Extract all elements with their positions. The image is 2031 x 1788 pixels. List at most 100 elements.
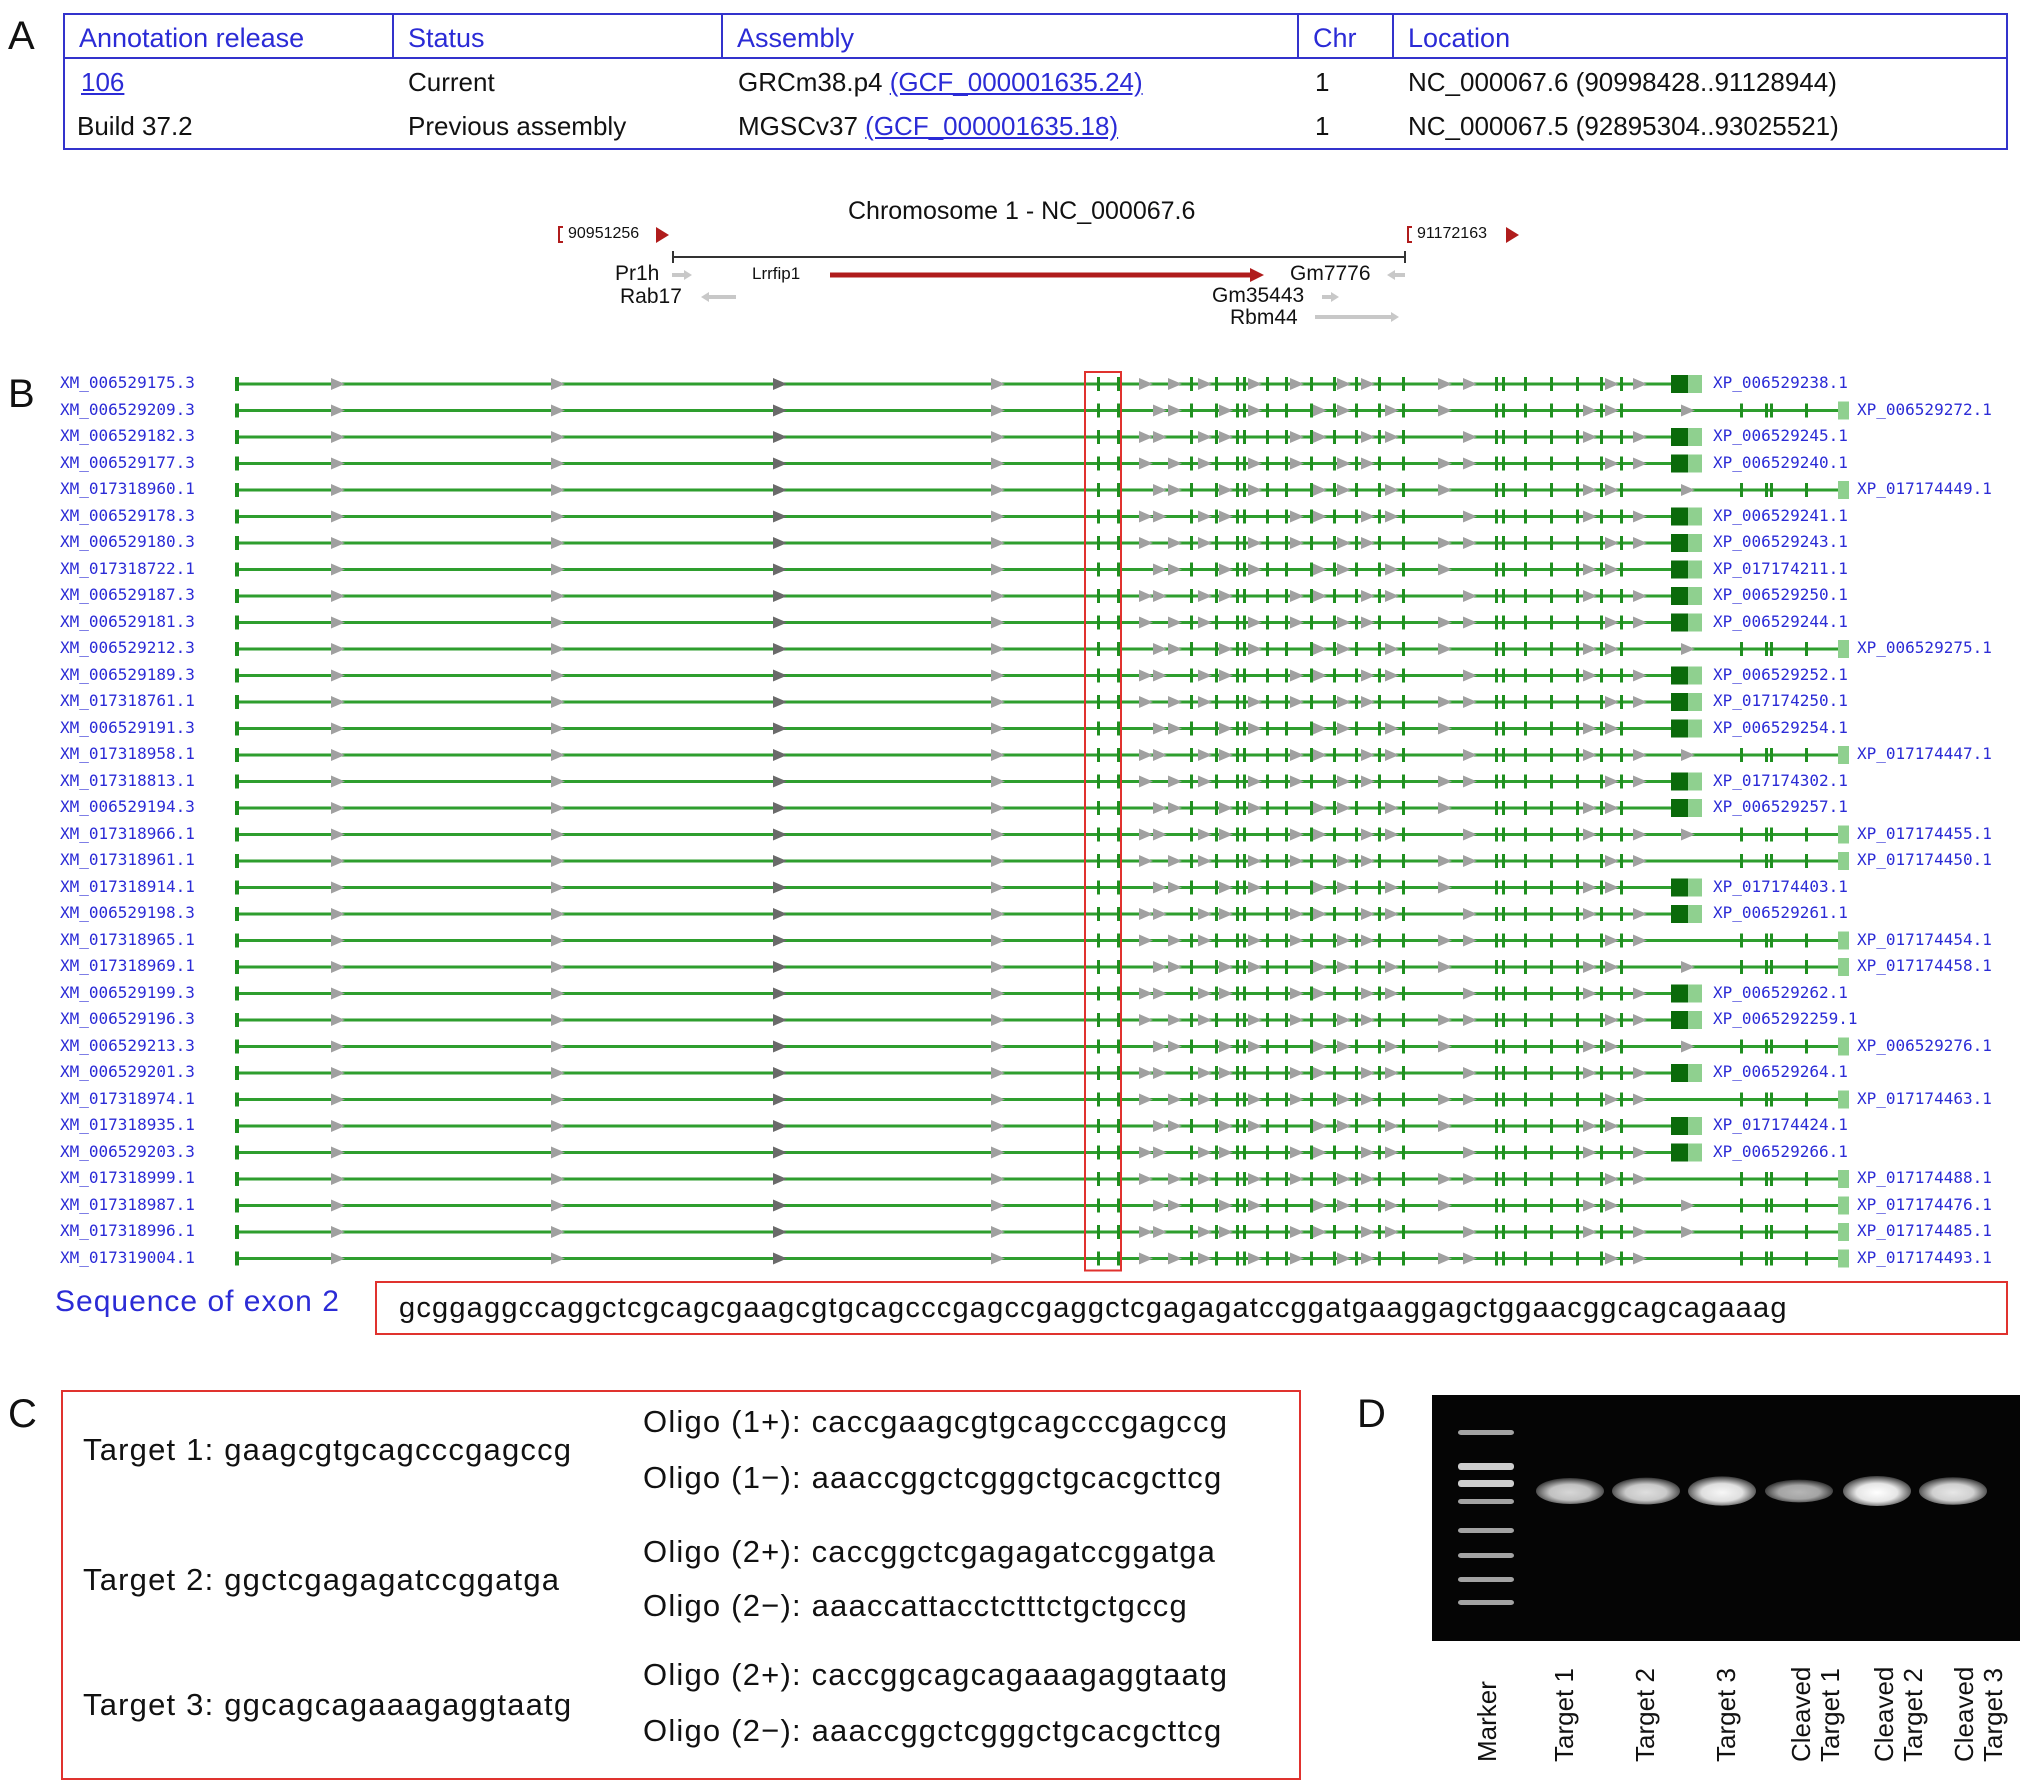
transcript-xp-label[interactable]: XP_017174449.1 xyxy=(1857,479,1992,498)
transcript-xp-label[interactable]: XP_006529245.1 xyxy=(1713,426,1848,445)
transcript-xp-label[interactable]: XP_006529241.1 xyxy=(1713,505,1848,525)
transcript-xp-label[interactable]: XP_017174250.1 xyxy=(1713,691,1848,710)
exon-3 xyxy=(1117,1039,1120,1054)
transcript-xm-label[interactable]: XM_017318969.1 xyxy=(60,956,195,975)
transcript-xm-label[interactable]: XM_017318761.1 xyxy=(60,691,195,710)
assembly-link[interactable]: (GCF_000001635.24) xyxy=(889,67,1143,97)
direction-arrow-icon xyxy=(1153,431,1167,443)
transcript-xp-label[interactable]: XP_006529261.1 xyxy=(1713,903,1848,922)
transcript-xm-label[interactable]: XM_017318914.1 xyxy=(60,876,195,896)
exon-2 xyxy=(1097,695,1100,709)
transcript-xm-label[interactable]: XM_006529189.3 xyxy=(60,664,195,684)
exon xyxy=(1576,668,1579,683)
transcript-xm-label[interactable]: XM_006529178.3 xyxy=(60,505,195,525)
transcript-xm-label[interactable]: XM_006529199.3 xyxy=(60,982,195,1002)
transcript-xp-label[interactable]: XP_006529266.1 xyxy=(1713,1141,1848,1161)
transcript-xp-label[interactable]: XP_017174493.1 xyxy=(1857,1247,1992,1267)
transcript-xp-label[interactable]: XP_017174450.1 xyxy=(1857,850,1992,869)
transcript-xp-label[interactable]: XP_006529272.1 xyxy=(1857,399,1992,419)
transcript-xp-label[interactable]: XP_017174403.1 xyxy=(1713,876,1848,896)
transcript-xm-label[interactable]: XM_006529187.3 xyxy=(60,585,195,604)
direction-arrow-icon xyxy=(773,1067,787,1079)
transcript-xp-label[interactable]: XP_006529254.1 xyxy=(1713,717,1848,737)
transcript-xp-label[interactable]: XP_017174447.1 xyxy=(1857,744,1992,763)
transcript-xm-label[interactable]: XM_006529180.3 xyxy=(60,532,195,551)
exon xyxy=(1266,1119,1269,1133)
transcript-xm-label[interactable]: XM_006529209.3 xyxy=(60,399,195,419)
transcript-xm-label[interactable]: XM_006529175.3 xyxy=(60,373,195,392)
exon xyxy=(1333,377,1336,391)
exon-1 xyxy=(235,1092,239,1107)
transcript-xm-label[interactable]: XM_006529177.3 xyxy=(60,452,195,472)
transcript-xm-label[interactable]: XM_006529181.3 xyxy=(60,611,195,631)
transcript-xp-label[interactable]: XP_006529262.1 xyxy=(1713,982,1848,1002)
transcript-xm-label[interactable]: XM_017318996.1 xyxy=(60,1221,195,1240)
transcript-xp-label[interactable]: XP_017174488.1 xyxy=(1857,1168,1992,1187)
transcript-xp-label[interactable]: XP_017174454.1 xyxy=(1857,929,1992,949)
release-link[interactable]: 106 xyxy=(81,67,125,97)
exon xyxy=(1402,1013,1405,1027)
transcript-xm-label[interactable]: XM_017318966.1 xyxy=(60,823,195,843)
cds-block xyxy=(1671,719,1688,738)
direction-arrow-icon xyxy=(1198,855,1212,867)
transcript-xp-label[interactable]: XP_006529252.1 xyxy=(1713,664,1848,684)
exon-2 xyxy=(1097,615,1100,630)
transcript-xp-label[interactable]: XP_006529240.1 xyxy=(1713,452,1848,472)
transcript-xp-label[interactable]: XP_006529244.1 xyxy=(1713,611,1848,631)
transcript-xp-label[interactable]: XP_017174455.1 xyxy=(1857,823,1992,843)
direction-arrow-icon xyxy=(331,855,345,867)
transcript-xm-label[interactable]: XM_017319004.1 xyxy=(60,1247,195,1267)
transcript-xm-label[interactable]: XM_017318965.1 xyxy=(60,929,195,949)
exon xyxy=(1495,377,1498,391)
transcript-xm-label[interactable]: XM_006529213.3 xyxy=(60,1035,195,1055)
transcript-xp-label[interactable]: XP_017174211.1 xyxy=(1713,558,1848,578)
transcript-xm-label[interactable]: XM_017318961.1 xyxy=(60,850,195,869)
transcript-xm-label[interactable]: XM_006529182.3 xyxy=(60,426,195,445)
exon xyxy=(1524,986,1527,1001)
transcript-xp-label[interactable]: XP_017174424.1 xyxy=(1713,1115,1848,1134)
transcript-xm-label[interactable]: XM_017318960.1 xyxy=(60,479,195,498)
transcript-xm-label[interactable]: XM_006529191.3 xyxy=(60,717,195,737)
transcript-xp-label[interactable]: XP_0065292259.1 xyxy=(1713,1009,1858,1028)
transcript-xp-label[interactable]: XP_017174458.1 xyxy=(1857,956,1992,975)
exon xyxy=(1550,1145,1553,1160)
transcript-xp-label[interactable]: XP_017174476.1 xyxy=(1857,1194,1992,1214)
transcript-xp-label[interactable]: XP_006529250.1 xyxy=(1713,585,1848,604)
transcript-xm-label[interactable]: XM_006529203.3 xyxy=(60,1141,195,1161)
transcript-xm-label[interactable]: XM_017318987.1 xyxy=(60,1194,195,1214)
transcript-xp-label[interactable]: XP_006529264.1 xyxy=(1713,1062,1848,1081)
transcript-xp-label[interactable]: XP_017174463.1 xyxy=(1857,1088,1992,1108)
transcript-xm-label[interactable]: XM_017318999.1 xyxy=(60,1168,195,1187)
transcript-xp-label[interactable]: XP_006529257.1 xyxy=(1713,797,1848,816)
transcript-xm-label[interactable]: XM_006529194.3 xyxy=(60,797,195,816)
exon xyxy=(1310,1145,1313,1160)
marker-band xyxy=(1458,1430,1514,1435)
transcript-xm-label[interactable]: XM_017318722.1 xyxy=(60,558,195,578)
direction-arrow-icon xyxy=(551,828,565,841)
utr-block xyxy=(1688,693,1702,711)
transcript-xp-label[interactable]: XP_017174302.1 xyxy=(1713,770,1848,790)
exon xyxy=(1524,1013,1527,1027)
transcript-xp-label[interactable]: XP_006529275.1 xyxy=(1857,638,1992,657)
transcript-xm-label[interactable]: XM_017318974.1 xyxy=(60,1088,195,1108)
transcript-xm-label[interactable]: XM_006529198.3 xyxy=(60,903,195,922)
transcript-xp-label[interactable]: XP_006529243.1 xyxy=(1713,532,1848,551)
cds-block xyxy=(1671,984,1688,1003)
direction-arrow-icon xyxy=(1153,802,1167,814)
utr-block xyxy=(1838,1037,1849,1056)
exon xyxy=(1402,1172,1405,1186)
transcript-xp-label[interactable]: XP_017174485.1 xyxy=(1857,1221,1992,1240)
transcript-xm-label[interactable]: XM_017318958.1 xyxy=(60,744,195,763)
table-cell-release[interactable]: 106 xyxy=(81,67,124,98)
transcript-xm-label[interactable]: XM_017318935.1 xyxy=(60,1115,195,1134)
exon xyxy=(1550,483,1553,497)
transcript-xp-label[interactable]: XP_006529238.1 xyxy=(1713,373,1848,392)
transcript-xm-label[interactable]: XM_006529201.3 xyxy=(60,1062,195,1081)
transcript-xm-label[interactable]: XM_006529212.3 xyxy=(60,638,195,657)
transcript-xm-label[interactable]: XM_017318813.1 xyxy=(60,770,195,790)
transcript-xm-label[interactable]: XM_006529196.3 xyxy=(60,1009,195,1028)
exon xyxy=(1190,377,1193,391)
transcript-xp-label[interactable]: XP_006529276.1 xyxy=(1857,1035,1992,1055)
assembly-link[interactable]: (GCF_000001635.18) xyxy=(865,111,1119,141)
utr-block xyxy=(1838,401,1849,420)
